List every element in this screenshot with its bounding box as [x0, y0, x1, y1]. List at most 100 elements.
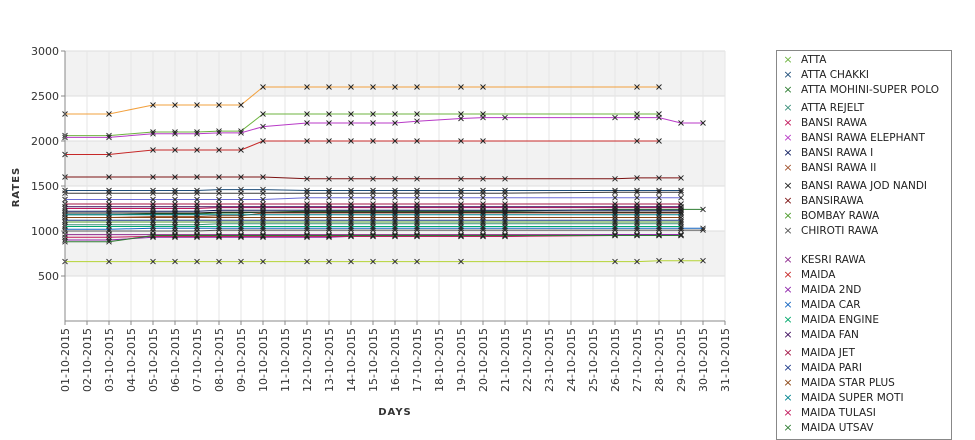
- data-point: [260, 196, 266, 203]
- x-tick-label: 04-10-2015: [125, 328, 138, 392]
- data-point: [458, 84, 464, 90]
- data-point: [106, 174, 112, 180]
- data-point: [216, 232, 222, 239]
- data-point: [150, 233, 156, 240]
- data-point: [414, 258, 420, 265]
- series-maida-star-plus: [62, 214, 684, 221]
- x-tick-label: 26-10-2015: [609, 328, 622, 392]
- x-tick-label: 28-10-2015: [653, 328, 666, 392]
- x-tick-label: 02-10-2015: [81, 328, 94, 392]
- data-point: [150, 223, 156, 230]
- data-point: [348, 211, 354, 218]
- legend-item: × BANSIRAWA: [781, 194, 863, 208]
- data-point: [348, 111, 354, 117]
- data-point: [216, 196, 222, 203]
- data-point: [414, 232, 420, 239]
- legend-item: × CHIROTI RAWA: [781, 224, 878, 238]
- data-point: [678, 120, 684, 126]
- data-point: [326, 120, 332, 126]
- data-point: [392, 194, 398, 201]
- data-point: [634, 231, 640, 238]
- x-tick-label: 09-10-2015: [235, 328, 248, 392]
- legend-item: × ATTA: [781, 53, 826, 67]
- data-point: [612, 194, 618, 201]
- data-point: [656, 231, 662, 238]
- data-point: [106, 211, 112, 218]
- legend-item: × MAIDA PARI: [781, 361, 862, 375]
- data-point: [458, 138, 464, 144]
- data-point: [194, 190, 200, 197]
- data-point: [370, 201, 376, 207]
- series-bansirawa: [62, 174, 684, 182]
- legend-marker-icon: ×: [783, 361, 793, 374]
- data-point: [150, 130, 156, 137]
- data-point: [414, 138, 420, 144]
- data-point: [458, 111, 464, 117]
- data-point: [370, 120, 376, 126]
- data-point: [150, 174, 156, 180]
- data-point: [612, 114, 618, 121]
- legend-label: MAIDA: [801, 269, 836, 281]
- legend-item: × MAIDA JET: [781, 346, 855, 360]
- data-point: [392, 232, 398, 239]
- data-point: [414, 223, 420, 230]
- series-unlabeled-25: [62, 257, 706, 265]
- legend-label: MAIDA ENGINE: [801, 314, 879, 326]
- data-point: [678, 175, 684, 181]
- data-point: [304, 175, 310, 182]
- x-tick-label: 25-10-2015: [587, 328, 600, 392]
- legend-label: ATTA MOHINI-SUPER POLO: [801, 84, 940, 96]
- data-point: [326, 84, 332, 90]
- x-tick-label: 23-10-2015: [543, 328, 556, 392]
- legend-label: BANSI RAWA I: [801, 147, 874, 159]
- data-point: [634, 175, 640, 181]
- legend-item: × MAIDA SUPER MOTI: [781, 391, 903, 405]
- data-point: [106, 258, 112, 265]
- series-line: [65, 227, 703, 230]
- data-point: [304, 223, 310, 230]
- x-tick-label: 01-10-2015: [59, 328, 72, 392]
- data-point: [216, 147, 222, 153]
- data-point: [678, 201, 684, 207]
- data-point: [678, 211, 684, 218]
- data-point: [238, 258, 244, 265]
- data-point: [392, 201, 398, 207]
- data-point: [304, 111, 310, 117]
- legend-item: × BANSI RAWA ELEPHANT: [781, 131, 925, 145]
- data-point: [656, 201, 662, 207]
- legend-item: × MAIDA: [781, 268, 835, 282]
- data-point: [216, 223, 222, 230]
- data-point: [392, 223, 398, 230]
- data-point: [370, 111, 376, 117]
- data-point: [106, 223, 112, 230]
- y-tick-label: 500: [38, 270, 59, 283]
- legend-marker-icon: ×: [783, 224, 793, 237]
- data-point: [634, 194, 640, 201]
- legend-label: BANSI RAWA: [801, 117, 867, 129]
- series-line: [65, 86, 659, 115]
- data-point: [502, 190, 508, 197]
- data-point: [238, 232, 244, 239]
- data-point: [326, 190, 332, 197]
- data-point: [348, 233, 354, 240]
- data-point: [348, 194, 354, 201]
- legend-item: × MAIDA 2ND: [781, 283, 861, 297]
- legend-label: MAIDA STAR PLUS: [801, 377, 895, 389]
- data-point: [194, 223, 200, 230]
- data-point: [172, 130, 178, 137]
- data-point: [326, 111, 332, 117]
- x-tick-label: 10-10-2015: [257, 328, 270, 392]
- data-point: [326, 233, 332, 240]
- data-point: [304, 120, 310, 126]
- data-point: [172, 232, 178, 239]
- data-point: [194, 130, 200, 137]
- data-point: [414, 211, 420, 218]
- legend-marker-icon: ×: [783, 101, 793, 114]
- legend-item: × BANSI RAWA: [781, 116, 867, 130]
- data-point: [194, 174, 200, 180]
- data-point: [106, 111, 112, 117]
- data-point: [370, 194, 376, 201]
- data-point: [238, 102, 244, 108]
- data-point: [392, 84, 398, 90]
- x-tick-label: 17-10-2015: [411, 328, 424, 392]
